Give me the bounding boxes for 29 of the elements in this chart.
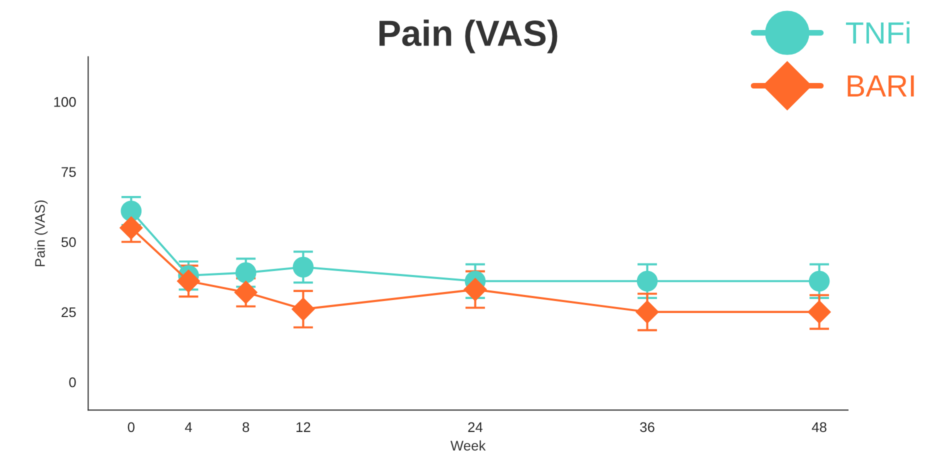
- y-tick-label: 50: [61, 237, 76, 248]
- point: [808, 300, 831, 324]
- legend-label: TNFi: [846, 21, 910, 44]
- point: [120, 200, 142, 222]
- y-tick-label: 25: [62, 307, 76, 318]
- x-tick-label: 24: [468, 422, 483, 432]
- point: [464, 278, 487, 302]
- legend-label: BARI: [848, 75, 914, 96]
- point: [235, 262, 256, 284]
- point: [636, 270, 658, 292]
- point: [177, 270, 200, 293]
- point: [120, 216, 143, 240]
- x-tick-label: 12: [296, 422, 310, 432]
- x-tick-label: 8: [242, 422, 250, 432]
- y-tick-label: 0: [69, 377, 76, 388]
- y-tick-label: 75: [62, 167, 76, 177]
- point: [234, 280, 258, 304]
- x-tick-label: 36: [640, 422, 654, 432]
- chart-title: Pain (VAS): [380, 20, 558, 54]
- point: [636, 300, 659, 324]
- y-axis-title: Pain (VAS): [34, 200, 48, 266]
- x-tick-label: 4: [184, 422, 192, 432]
- point: [808, 270, 830, 292]
- x-tick-label: 48: [812, 422, 826, 432]
- point: [292, 298, 315, 321]
- x-tick-label: 0: [128, 422, 134, 432]
- x-axis-title: Week: [450, 440, 486, 451]
- point: [292, 256, 314, 278]
- y-tick-label: 100: [54, 97, 76, 107]
